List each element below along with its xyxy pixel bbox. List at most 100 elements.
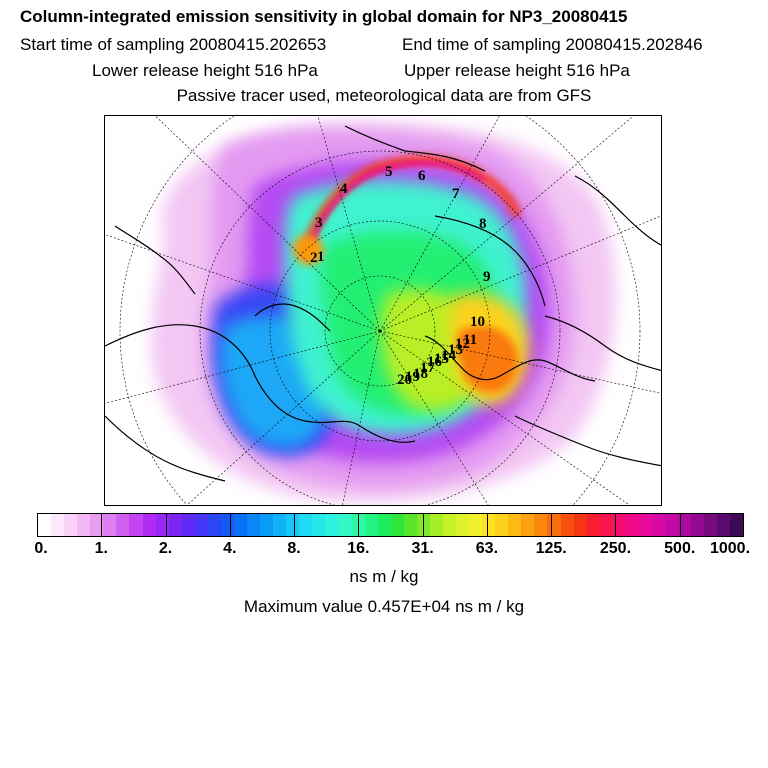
colorbar-swatch bbox=[260, 514, 274, 536]
colorbar-swatch bbox=[429, 514, 443, 536]
colorbar bbox=[37, 513, 744, 537]
colorbar-separator bbox=[166, 513, 167, 537]
flight-track-label: 15 bbox=[434, 351, 449, 367]
flight-track-label: 6 bbox=[418, 168, 426, 184]
colorbar-separator bbox=[487, 513, 488, 537]
colorbar-swatch bbox=[678, 514, 692, 536]
colorbar-separator bbox=[230, 513, 231, 537]
colorbar-separator bbox=[615, 513, 616, 537]
colorbar-tick-label: 1. bbox=[94, 540, 108, 557]
colorbar-swatch bbox=[103, 514, 117, 536]
colorbar-swatch bbox=[508, 514, 522, 536]
colorbar-tick-label: 125. bbox=[535, 540, 567, 557]
colorbar-swatch bbox=[665, 514, 679, 536]
lower-release-height: Lower release height 516 hPa bbox=[92, 61, 318, 80]
flight-track-label: 8 bbox=[479, 216, 487, 232]
flight-track-label: 19 bbox=[405, 369, 420, 385]
colorbar-swatch bbox=[377, 514, 391, 536]
colorbar-swatch bbox=[286, 514, 300, 536]
colorbar-swatch bbox=[325, 514, 339, 536]
colorbar-swatch bbox=[442, 514, 456, 536]
colorbar-tick-label: 16. bbox=[347, 540, 370, 557]
colorbar-separator bbox=[423, 513, 424, 537]
colorbar-swatch bbox=[233, 514, 247, 536]
colorbar-swatch bbox=[338, 514, 352, 536]
plot-title: Column-integrated emission sensitivity i… bbox=[20, 7, 628, 26]
colorbar-swatch bbox=[116, 514, 130, 536]
colorbar-swatch bbox=[482, 514, 496, 536]
coastlines bbox=[105, 125, 661, 482]
sensitivity-field bbox=[151, 123, 616, 502]
colorbar-swatch bbox=[612, 514, 626, 536]
colorbar-tick-label: 31. bbox=[411, 540, 434, 557]
colorbar-swatch bbox=[730, 514, 744, 536]
colorbar-swatch bbox=[547, 514, 561, 536]
colorbar-swatch bbox=[194, 514, 208, 536]
sampling-start-time: Start time of sampling 20080415.202653 bbox=[20, 35, 327, 54]
flight-track-label: 4 bbox=[340, 181, 348, 197]
colorbar-separator bbox=[101, 513, 102, 537]
colorbar-separator bbox=[358, 513, 359, 537]
colorbar-swatch bbox=[77, 514, 91, 536]
colorbar-tick-label: 4. bbox=[223, 540, 237, 557]
colorbar-swatch bbox=[521, 514, 535, 536]
maximum-value-label: Maximum value 0.457E+04 ns m / kg bbox=[243, 597, 525, 616]
colorbar-swatch bbox=[704, 514, 718, 536]
colorbar-swatch bbox=[651, 514, 665, 536]
colorbar-separator bbox=[294, 513, 295, 537]
colorbar-swatch bbox=[691, 514, 705, 536]
colorbar-swatch bbox=[38, 514, 52, 536]
flight-track-label: 11 bbox=[463, 332, 477, 348]
flight-track-label: 18 bbox=[413, 366, 428, 382]
flight-track-label: 13 bbox=[448, 342, 463, 358]
colorbar-separator bbox=[551, 513, 552, 537]
colorbar-swatch bbox=[247, 514, 261, 536]
colorbar-swatch bbox=[586, 514, 600, 536]
colorbar-swatch bbox=[181, 514, 195, 536]
flight-track-label: 10 bbox=[470, 314, 485, 330]
colorbar-swatch bbox=[273, 514, 287, 536]
graticule bbox=[105, 116, 661, 505]
colorbar-swatch bbox=[220, 514, 234, 536]
colorbar-swatch bbox=[299, 514, 313, 536]
colorbar-unit-label: ns m / kg bbox=[349, 567, 419, 586]
colorbar-tick-label: 500. bbox=[664, 540, 696, 557]
colorbar-swatch bbox=[560, 514, 574, 536]
colorbar-swatch bbox=[155, 514, 169, 536]
colorbar-swatch bbox=[312, 514, 326, 536]
colorbar-swatch bbox=[717, 514, 731, 536]
colorbar-swatch bbox=[456, 514, 470, 536]
sensitivity-map: 1 2 3 4 5 6 7 8 9 10 11 12 13 14 15 16 17 18 19 20 bbox=[104, 115, 662, 506]
colorbar-swatch bbox=[573, 514, 587, 536]
colorbar-swatch bbox=[625, 514, 639, 536]
flight-track-label: 5 bbox=[385, 164, 393, 180]
flight-track-label: 16 bbox=[427, 354, 443, 370]
colorbar-swatch bbox=[534, 514, 548, 536]
colorbar-swatch bbox=[90, 514, 104, 536]
colorbar-swatch bbox=[142, 514, 156, 536]
flight-track-label: 17 bbox=[420, 360, 436, 376]
colorbar-swatch bbox=[495, 514, 509, 536]
colorbar-tick-label: 63. bbox=[475, 540, 499, 557]
colorbar-swatch bbox=[129, 514, 143, 536]
colorbar-swatch bbox=[390, 514, 404, 536]
colorbar-tick-label: 1000. bbox=[709, 540, 751, 557]
colorbar-tick-label: 8. bbox=[287, 540, 301, 557]
flight-track-label: 3 bbox=[315, 215, 323, 231]
flight-track-label: 12 bbox=[455, 336, 470, 352]
model-note: Passive tracer used, meteorological data… bbox=[176, 86, 592, 105]
upper-release-height: Upper release height 516 hPa bbox=[404, 61, 630, 80]
colorbar-swatch bbox=[469, 514, 483, 536]
flight-track-label: 9 bbox=[483, 269, 491, 285]
flight-track-label: 7 bbox=[452, 186, 460, 202]
sampling-end-time: End time of sampling 20080415.202846 bbox=[402, 35, 703, 54]
flight-track-label: 2 bbox=[310, 250, 318, 266]
colorbar-swatch bbox=[638, 514, 652, 536]
colorbar-swatch bbox=[51, 514, 65, 536]
flight-track-label: 20 bbox=[397, 372, 412, 388]
colorbar-tick-label: 2. bbox=[158, 540, 173, 557]
colorbar-swatch bbox=[64, 514, 78, 536]
colorbar-tick-label: 250. bbox=[599, 540, 632, 557]
